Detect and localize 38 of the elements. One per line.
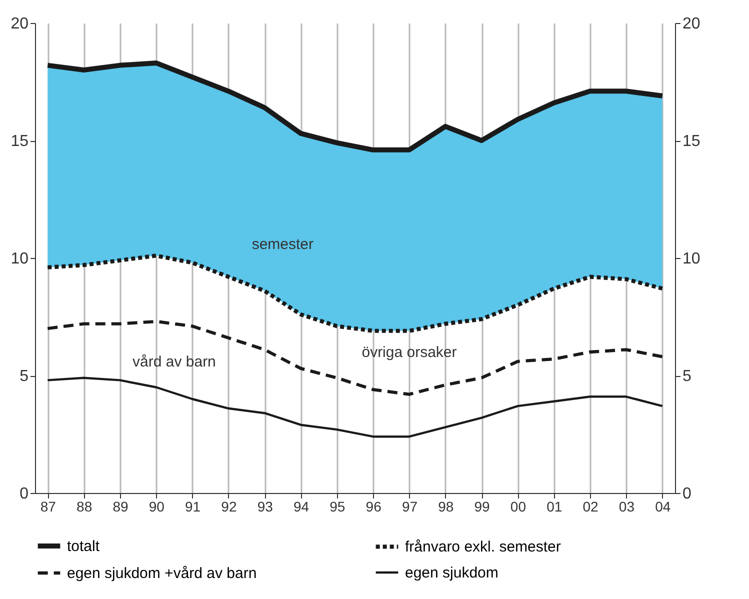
- x-tick-label: 88: [76, 498, 92, 514]
- x-tick-label: 96: [366, 498, 382, 514]
- y2-tick-label: 5: [682, 368, 692, 385]
- x-tick-label: 87: [40, 498, 56, 514]
- legend-label: egen sjukdom: [405, 564, 498, 582]
- annotation: vård av barn: [132, 353, 216, 370]
- line-series: [46, 320, 664, 396]
- x-tick-label: 04: [655, 498, 671, 514]
- annotation: semester: [252, 236, 314, 253]
- line-series: [46, 376, 664, 438]
- x-tick-label: 92: [221, 498, 237, 514]
- x-tick-label: 99: [474, 498, 490, 514]
- y-tick-label: 20: [10, 16, 29, 32]
- y2-tick-label: 0: [682, 486, 692, 502]
- x-tick-label: 91: [185, 498, 201, 514]
- x-tick-label: 03: [618, 498, 635, 514]
- annotation: övriga orsaker: [362, 344, 457, 361]
- y-tick-label: 15: [10, 133, 29, 150]
- x-tick-label: 02: [582, 498, 599, 514]
- y-tick-label: 10: [10, 250, 29, 268]
- line-series: [46, 254, 664, 333]
- y-tick-label: 0: [20, 486, 29, 502]
- legend-label: egen sjukdom +vård av barn: [67, 565, 257, 582]
- x-tick-label: 89: [112, 498, 128, 514]
- x-tick-label: 94: [293, 498, 310, 514]
- x-tick-label: 90: [148, 498, 165, 514]
- x-tick-label: 98: [438, 498, 454, 514]
- x-tick-label: 95: [330, 498, 346, 514]
- y2-tick-label: 20: [682, 16, 700, 32]
- y-tick-label: 5: [20, 368, 29, 385]
- legend-label: totalt: [67, 538, 100, 555]
- x-tick-label: 01: [546, 498, 562, 514]
- x-tick-label: 93: [257, 498, 274, 514]
- x-tick-label: 97: [402, 498, 418, 514]
- y2-tick-label: 10: [682, 250, 700, 268]
- legend-label: frånvaro exkl. semester: [405, 538, 561, 556]
- x-tick-label: 00: [510, 498, 526, 514]
- y2-tick-label: 15: [682, 133, 700, 150]
